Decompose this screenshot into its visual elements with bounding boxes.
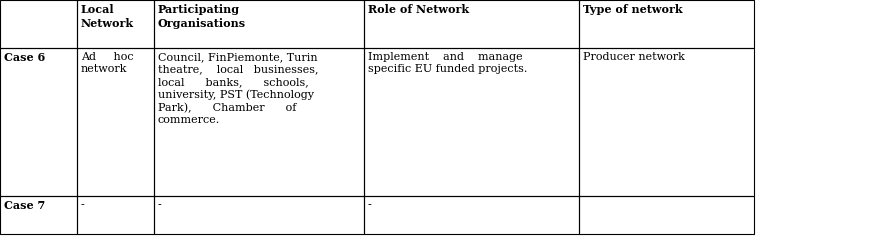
Text: Case 7: Case 7 [4, 200, 45, 211]
Text: -: - [368, 200, 371, 210]
Bar [579, 48, 754, 196]
Text: Producer network: Producer network [583, 52, 685, 62]
Bar [0, 48, 77, 196]
Bar [0, 0, 77, 48]
Bar [154, 196, 364, 234]
Text: Participating
Organisations: Participating Organisations [158, 4, 246, 29]
Bar [364, 196, 579, 234]
Bar [0, 196, 77, 234]
Text: Council, FinPiemonte, Turin
theatre,    local   businesses,
local      banks,   : Council, FinPiemonte, Turin theatre, loc… [158, 52, 318, 125]
Bar [77, 0, 154, 48]
Text: Case 6: Case 6 [4, 52, 45, 63]
Text: Implement    and    manage
specific EU funded projects.: Implement and manage specific EU funded … [368, 52, 527, 74]
Text: -: - [158, 200, 161, 210]
Bar [364, 48, 579, 196]
Bar [579, 196, 754, 234]
Bar [77, 48, 154, 196]
Bar [77, 196, 154, 234]
Text: -: - [81, 200, 85, 210]
Bar [154, 0, 364, 48]
Bar [154, 48, 364, 196]
Text: Local
Network: Local Network [81, 4, 134, 29]
Text: Ad     hoc
network: Ad hoc network [81, 52, 134, 74]
Bar [579, 0, 754, 48]
Text: Role of Network: Role of Network [368, 4, 469, 15]
Text: Type of network: Type of network [583, 4, 683, 15]
Bar [364, 0, 579, 48]
